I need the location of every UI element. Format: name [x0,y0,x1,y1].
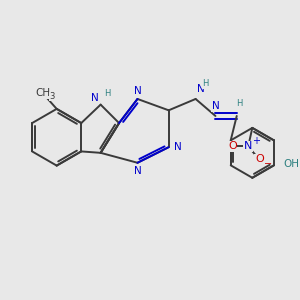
Text: N: N [212,101,219,111]
Text: N: N [174,142,182,152]
Text: H: H [104,89,111,98]
Text: 3: 3 [49,92,54,101]
Text: OH: OH [283,159,299,169]
Text: N: N [134,85,141,96]
Text: +: + [252,136,260,146]
Text: H: H [236,99,243,108]
Text: N: N [244,141,252,151]
Text: H: H [202,79,209,88]
Text: CH: CH [35,88,50,98]
Text: −: − [264,159,272,169]
Text: O: O [255,154,264,164]
Text: N: N [134,166,141,176]
Text: N: N [197,84,205,94]
Text: N: N [92,93,99,103]
Text: O: O [228,141,237,151]
